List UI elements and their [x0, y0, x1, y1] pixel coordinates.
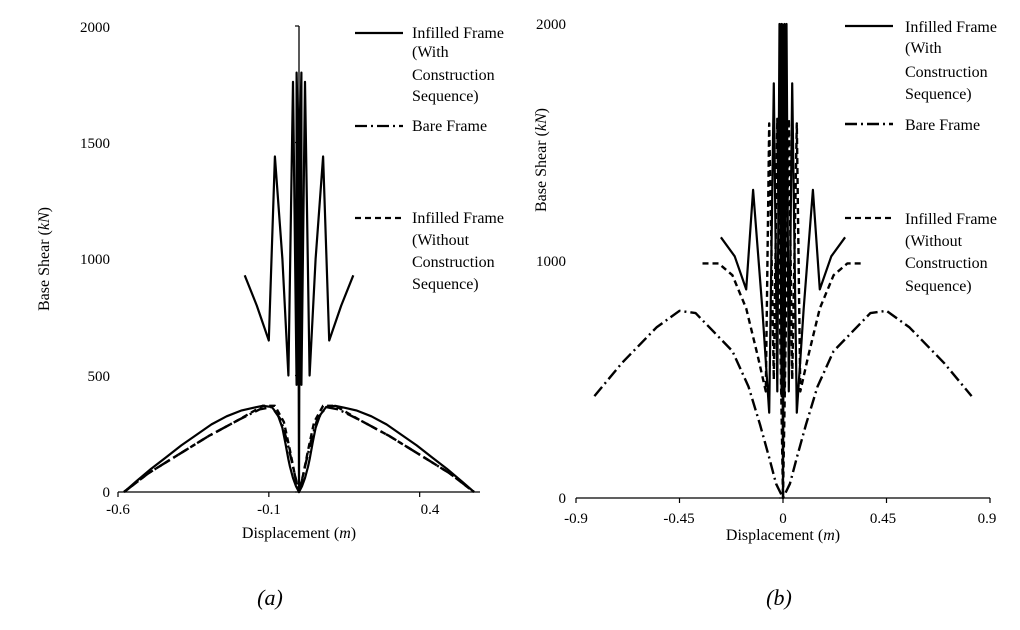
legend-label: (With — [412, 44, 449, 61]
panel-b-xtick-labels: -0.9 -0.45 0 0.45 0.9 — [564, 511, 996, 527]
legend-label: Sequence) — [905, 278, 972, 295]
series-line-dashdot-2 — [123, 405, 475, 494]
panel-b-y-axis-title: Base Shear (kN) — [533, 108, 550, 212]
legend-label: Infilled Frame — [412, 210, 504, 227]
xtick-label: -0.6 — [106, 502, 130, 518]
panel-b-x-axis-title: Displacement (m) — [726, 527, 840, 544]
xtick-label: 0.45 — [870, 511, 896, 527]
legend-label: Infilled Frame — [905, 211, 997, 228]
ytick-label: 1500 — [80, 136, 110, 152]
legend-label: (With — [905, 40, 942, 57]
legend-label: Construction — [905, 255, 988, 272]
legend-label: Infilled Frame — [412, 25, 504, 42]
legend-label: Infilled Frame — [905, 19, 997, 36]
legend-label: Construction — [412, 67, 495, 84]
ytick-label: 1000 — [536, 254, 566, 270]
ytick-label: 0 — [559, 491, 567, 507]
legend-label: Bare Frame — [905, 117, 980, 134]
xtick-label: -0.1 — [257, 502, 281, 518]
legend-label: Bare Frame — [412, 118, 487, 135]
legend-label: Sequence) — [412, 276, 479, 293]
legend-label: Construction — [412, 254, 495, 271]
panel-b-legend: Infilled Frame (With Construction Sequen… — [845, 19, 997, 295]
legend-label: Sequence) — [905, 86, 972, 103]
xtick-label: -0.9 — [564, 511, 588, 527]
panel-b-ytick-labels: 0 1000 2000 — [536, 17, 566, 507]
ytick-label: 0 — [103, 485, 111, 501]
xtick-label: 0 — [779, 511, 787, 527]
panel-b-caption: (b) — [766, 585, 792, 610]
panel-a-ytick-labels: 0 500 1000 1500 2000 — [80, 20, 110, 501]
panel-b-ticks — [575, 23, 991, 503]
xtick-label: 0.9 — [978, 511, 997, 527]
ytick-label: 500 — [88, 369, 111, 385]
xtick-label: -0.45 — [663, 511, 694, 527]
xtick-label: 0.4 — [421, 502, 440, 518]
ytick-label: 1000 — [80, 252, 110, 268]
ytick-label: 2000 — [80, 20, 110, 36]
panel-a-x-axis-title: Displacement (m) — [242, 525, 356, 542]
series-line-dashed-2 — [702, 117, 864, 500]
panel-a-xtick-labels: -0.6 -0.1 0.4 — [106, 502, 440, 518]
panel-a: 0 500 1000 1500 2000 -0.6 -0.1 0.4 Displ… — [36, 20, 504, 610]
ytick-label: 2000 — [536, 17, 566, 33]
legend-label: (Without — [905, 233, 963, 250]
panel-a-caption: (a) — [257, 585, 283, 610]
legend-label: (Without — [412, 232, 470, 249]
panel-a-y-axis-title: Base Shear (kN) — [36, 207, 53, 311]
panel-a-ticks — [117, 25, 421, 497]
panel-a-legend: Infilled Frame (With Construction Sequen… — [355, 25, 504, 293]
legend-label: Sequence) — [412, 88, 479, 105]
legend-label: Construction — [905, 64, 988, 81]
panel-b: 0 1000 2000 -0.9 -0.45 0 0.45 0.9 Displa… — [533, 17, 997, 610]
